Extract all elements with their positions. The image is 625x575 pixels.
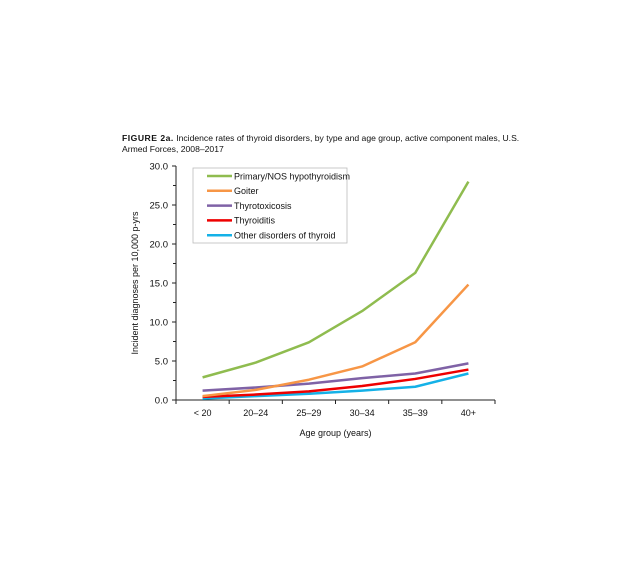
x-tick-label: 20–24 bbox=[243, 408, 268, 418]
series-line bbox=[202, 372, 469, 400]
x-tick-label: 30–34 bbox=[350, 408, 375, 418]
y-tick-label: 25.0 bbox=[150, 201, 169, 212]
y-tick-label: 15.0 bbox=[150, 279, 169, 290]
legend-label: Other disorders of thyroid bbox=[234, 231, 336, 241]
x-axis-label: Age group (years) bbox=[299, 428, 371, 438]
series-line bbox=[202, 362, 469, 392]
y-tick-label: 0.0 bbox=[155, 396, 168, 407]
y-tick-label: 5.0 bbox=[155, 357, 168, 368]
x-tick-label: 40+ bbox=[461, 408, 476, 418]
y-tick-label: 30.0 bbox=[150, 162, 169, 173]
series-line bbox=[202, 368, 469, 399]
y-tick-label: 10.0 bbox=[150, 318, 169, 329]
legend-label: Thyroiditis bbox=[234, 216, 276, 226]
y-tick-label: 20.0 bbox=[150, 240, 169, 251]
y-axis-label: Incident diagnoses per 10,000 p-yrs bbox=[130, 211, 140, 355]
x-tick-label: 35–39 bbox=[403, 408, 428, 418]
legend: Primary/NOS hypothyroidism Goiter Thyrotox… bbox=[192, 167, 350, 244]
series-line bbox=[202, 283, 470, 398]
legend-label: Primary/NOS hypothyroidism bbox=[234, 171, 350, 181]
x-tick-label: < 20 bbox=[194, 408, 212, 418]
figure-caption: FIGURE 2a. Incidence rates of thyroid di… bbox=[122, 133, 522, 155]
legend-label: Goiter bbox=[234, 186, 259, 196]
legend-label: Thyrotoxicosis bbox=[234, 201, 292, 211]
figure-caption-text: Incidence rates of thyroid disorders, by… bbox=[122, 133, 520, 154]
figure-label: FIGURE 2a. bbox=[122, 133, 174, 143]
x-tick-label: 25–29 bbox=[296, 408, 321, 418]
series-line bbox=[202, 180, 470, 379]
